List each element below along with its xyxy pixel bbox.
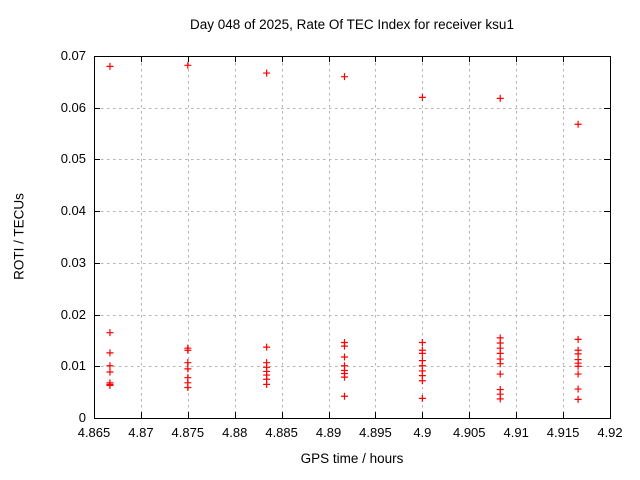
data-point-marker [496, 94, 504, 102]
x-tick-label: 4.905 [452, 425, 486, 440]
data-point-marker [106, 62, 114, 70]
x-tick-label: 4.92 [597, 425, 623, 440]
y-tick-label: 0.02 [60, 306, 86, 322]
plot-border-rect [94, 56, 611, 419]
data-point-marker [340, 73, 348, 81]
data-points [106, 61, 582, 403]
x-tick-label: 4.915 [546, 425, 580, 440]
data-point-marker [106, 362, 114, 370]
y-tick-label: 0.01 [60, 358, 86, 374]
data-point-marker [340, 392, 348, 400]
data-point-marker [184, 383, 192, 391]
y-tick-label: 0.07 [60, 48, 86, 63]
data-point-marker [184, 346, 192, 354]
x-tick-label: 4.885 [265, 425, 298, 440]
x-tick-label: 4.9 [413, 425, 432, 440]
x-tick-label: 4.865 [77, 425, 111, 440]
y-tick-labels: 0 0.01 0.02 0.03 0.04 0.05 0.06 0.07 [0, 0, 94, 480]
plot-border [94, 56, 611, 419]
data-point-marker [340, 342, 348, 350]
data-point-marker [418, 377, 426, 385]
data-point-marker [574, 370, 582, 378]
data-point-marker [574, 120, 582, 128]
data-point-marker [184, 61, 192, 69]
data-point-marker [574, 362, 582, 370]
x-tick-label: 4.87 [128, 425, 154, 440]
data-point-marker [418, 349, 426, 357]
data-point-marker [496, 395, 504, 403]
data-point-marker [496, 360, 504, 368]
data-point-marker [418, 394, 426, 402]
data-point-marker [496, 370, 504, 378]
data-point-marker [574, 335, 582, 343]
data-point-marker [106, 349, 114, 357]
x-axis-label: GPS time / hours [300, 451, 404, 466]
axis-ticks [94, 56, 611, 419]
y-tick-label: 0 [78, 410, 86, 425]
data-point-marker [106, 329, 114, 337]
data-point-marker [418, 93, 426, 101]
data-point-marker [106, 381, 114, 389]
data-point-marker [263, 69, 271, 77]
data-point-marker [574, 385, 582, 393]
y-tick-label: 0.03 [60, 254, 86, 270]
chart-title: Day 048 of 2025, Rate Of TEC Index for r… [190, 17, 514, 32]
data-point-marker [418, 338, 426, 346]
x-tick-label: 4.89 [315, 425, 342, 440]
data-point-marker [340, 353, 348, 361]
data-point-marker [574, 395, 582, 403]
x-tick-label: 4.895 [359, 425, 392, 440]
grid-lines [95, 57, 609, 417]
data-point-marker [106, 368, 114, 376]
y-tick-label: 0.05 [60, 151, 86, 167]
x-tick-label: 4.88 [222, 425, 248, 440]
data-point-marker [184, 365, 192, 373]
data-point-marker [263, 343, 271, 351]
y-tick-label: 0.06 [60, 99, 86, 115]
data-point-marker [263, 380, 271, 388]
x-tick-labels: 4.865 4.87 4.875 4.88 4.885 4.89 4.895 4.9 4.905… [0, 425, 640, 443]
y-tick-label: 0.04 [60, 203, 86, 219]
data-point-marker [184, 359, 192, 367]
x-tick-label: 4.91 [503, 425, 529, 440]
x-tick-label: 4.875 [171, 425, 205, 440]
data-point-marker [340, 373, 348, 381]
